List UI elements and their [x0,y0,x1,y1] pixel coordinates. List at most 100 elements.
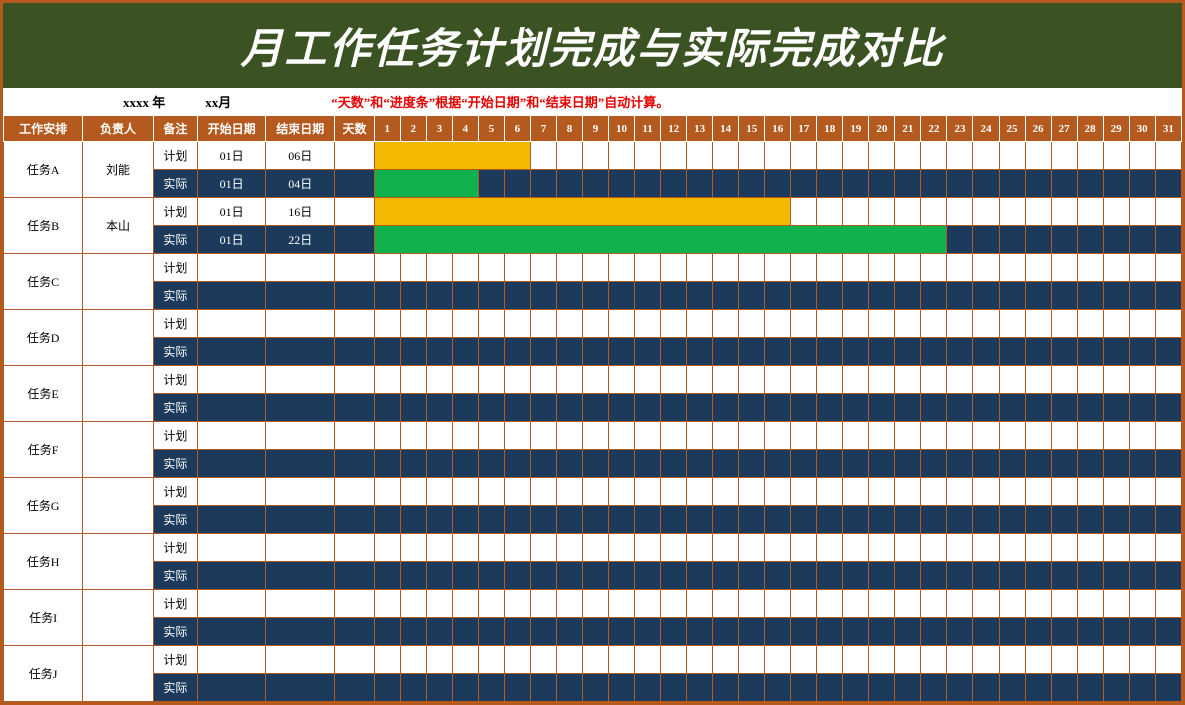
gantt-cell [530,394,556,422]
gantt-cell [869,366,895,394]
gantt-cell [426,562,452,590]
gantt-cell [791,226,817,254]
gantt-cell [426,534,452,562]
gantt-cell [635,310,661,338]
gantt-cell [1077,394,1103,422]
gantt-cell [1129,310,1155,338]
gantt-cell [556,646,582,674]
gantt-cell [374,254,400,282]
gantt-cell [687,450,713,478]
row-type-label: 计划 [153,534,197,562]
plan-bar [687,198,713,225]
gantt-cell [426,366,452,394]
end-date [266,422,335,450]
gantt-cell [765,562,791,590]
row-type-label: 实际 [153,674,197,702]
gantt-cell [895,562,921,590]
gantt-cell [1129,142,1155,170]
gantt-cell [687,394,713,422]
start-date [197,422,266,450]
gantt-cell [869,450,895,478]
start-date [197,450,266,478]
gantt-cell [999,170,1025,198]
actual-bar [843,226,869,253]
plan-bar [426,198,452,225]
gantt-cell [609,142,635,170]
start-date [197,590,266,618]
col-day-14: 14 [713,116,739,142]
gantt-cell [426,422,452,450]
gantt-cell [661,478,687,506]
gantt-cell [869,506,895,534]
gantt-cell [530,506,556,534]
gantt-cell [999,310,1025,338]
gantt-cell [400,338,426,366]
gantt-cell [739,338,765,366]
end-date [266,646,335,674]
gantt-cell [1155,394,1181,422]
gantt-cell [921,422,947,450]
gantt-cell [1077,618,1103,646]
gantt-cell [583,562,609,590]
gantt-cell [947,534,973,562]
gantt-cell [400,450,426,478]
plan-bar [478,198,504,225]
gantt-cell [1155,198,1181,226]
days-count [335,226,375,254]
gantt-cell [739,534,765,562]
gantt-cell [504,142,530,170]
gantt-cell [843,422,869,450]
gantt-cell [609,450,635,478]
gantt-cell [661,394,687,422]
gantt-cell [843,310,869,338]
row-type-label: 实际 [153,170,197,198]
gantt-cell [765,338,791,366]
gantt-cell [687,422,713,450]
gantt-cell [687,674,713,702]
gantt-cell [1103,226,1129,254]
gantt-cell [530,254,556,282]
gantt-cell [400,422,426,450]
gantt-cell [921,170,947,198]
task-owner [83,254,154,310]
col-day-31: 31 [1155,116,1181,142]
gantt-cell [478,506,504,534]
gantt-cell [739,310,765,338]
actual-bar [375,226,401,253]
days-count [335,170,375,198]
actual-bar [556,226,582,253]
gantt-cell [817,394,843,422]
gantt-cell [504,506,530,534]
gantt-cell [1129,254,1155,282]
gantt-cell [791,590,817,618]
gantt-cell [791,562,817,590]
gantt-cell [661,618,687,646]
gantt-cell [817,506,843,534]
start-date: 01日 [197,142,266,170]
gantt-cell [609,310,635,338]
gantt-cell [478,366,504,394]
gantt-cell [661,562,687,590]
actual-bar [478,226,504,253]
plan-bar [713,198,739,225]
gantt-cell [374,534,400,562]
gantt-cell [765,254,791,282]
days-count [335,254,375,282]
gantt-cell [817,646,843,674]
gantt-cell [999,646,1025,674]
gantt-cell [973,562,999,590]
gantt-cell [609,226,635,254]
gantt-cell [661,170,687,198]
gantt-cell [400,198,426,226]
gantt-cell [843,590,869,618]
gantt-cell [609,534,635,562]
gantt-cell [1025,646,1051,674]
gantt-cell [556,170,582,198]
gantt-cell [635,198,661,226]
gantt-cell [947,338,973,366]
col-day-29: 29 [1103,116,1129,142]
gantt-cell [426,646,452,674]
gantt-cell [583,450,609,478]
gantt-cell [374,478,400,506]
task-row-plan: 任务D计划 [4,310,1182,338]
